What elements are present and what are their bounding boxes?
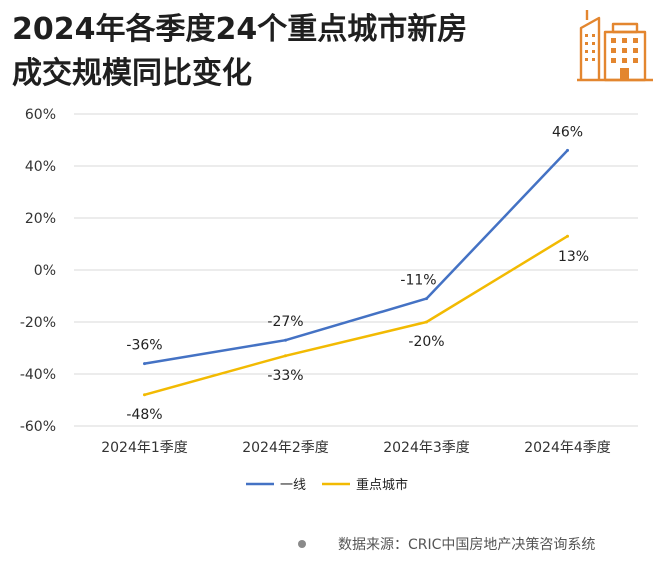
series-layer [143, 148, 569, 397]
bullet-dot-icon [298, 540, 306, 548]
data-point [566, 148, 569, 152]
data-point [425, 297, 428, 301]
data-point [425, 320, 428, 324]
data-label: 13% [558, 249, 589, 265]
data-label: -11% [400, 273, 436, 289]
y-tick-label: 0% [34, 263, 56, 279]
x-axis-ticks: 2024年1季度 2024年2季度 2024年3季度 2024年4季度 [101, 440, 611, 456]
data-point [566, 234, 569, 238]
y-tick-label: -60% [20, 419, 56, 435]
series-line-1 [143, 149, 569, 365]
chart-title-line-1: 2024年各季度24个重点城市新房 [12, 12, 468, 47]
data-point [143, 362, 146, 366]
legend-label: 重点城市 [356, 477, 408, 493]
building-icon [577, 10, 653, 82]
y-tick-label: 60% [25, 107, 56, 123]
data-point [284, 354, 287, 358]
line-chart: -60% -40% -20% 0% 20% 40% 60% 2024年1季度 2024年2季度… [20, 107, 638, 493]
data-labels: -36% -27% -11% 46% -48% -33% -20% 13% [126, 124, 589, 422]
y-tick-label: 20% [25, 211, 56, 227]
x-tick-label: 2024年4季度 [524, 440, 611, 456]
y-tick-label: -20% [20, 315, 56, 331]
source-text: 数据来源：CRIC中国房地产决策咨询系统 [338, 537, 596, 553]
chart-title: 2024年各季度24个重点城市新房 成交规模同比变化 [12, 8, 572, 96]
y-tick-label: 40% [25, 159, 56, 175]
x-tick-label: 2024年2季度 [242, 440, 329, 456]
y-tick-label: -40% [20, 367, 56, 383]
data-label: -27% [267, 314, 303, 330]
series-line-2 [143, 234, 569, 397]
data-label: -33% [267, 368, 303, 384]
x-tick-label: 2024年3季度 [383, 440, 470, 456]
y-axis-ticks: -60% -40% -20% 0% 20% 40% 60% [20, 107, 56, 435]
data-label: -36% [126, 338, 162, 354]
data-label: 46% [552, 124, 583, 140]
legend: 一线 重点城市 [246, 477, 408, 493]
x-tick-label: 2024年1季度 [101, 440, 188, 456]
data-point [143, 393, 146, 397]
data-label: -48% [126, 407, 162, 423]
source-note: 数据来源：CRIC中国房地产决策咨询系统 [298, 534, 658, 554]
data-point [284, 338, 287, 342]
grid-layer [74, 113, 638, 427]
chart-title-line-2: 成交规模同比变化 [12, 56, 252, 91]
legend-label: 一线 [280, 478, 306, 493]
data-label: -20% [408, 334, 444, 350]
